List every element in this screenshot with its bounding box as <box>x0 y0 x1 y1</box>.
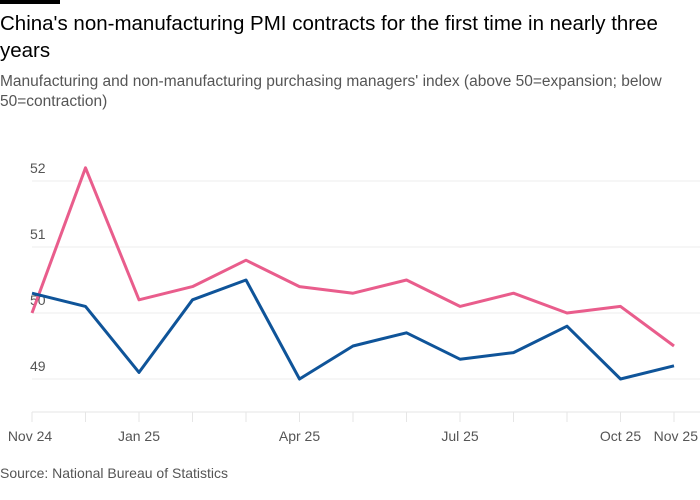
x-tick-label: Jul 25 <box>441 428 479 444</box>
y-tick-label: 51 <box>30 226 46 242</box>
x-tick-label: Nov 24 <box>8 428 53 444</box>
chart-title: China's non-manufacturing PMI contracts … <box>0 12 658 62</box>
series-line-manufacturing <box>31 278 675 381</box>
y-tick-label: 52 <box>30 160 46 176</box>
brand-bar <box>0 0 60 4</box>
x-tick-label: Oct 25 <box>600 428 641 444</box>
source-note: Source: National Bureau of Statistics <box>0 465 229 481</box>
x-tick-label: Apr 25 <box>279 428 320 444</box>
y-tick-label: 49 <box>30 358 46 374</box>
chart-subtitle: Manufacturing and non-manufacturing purc… <box>0 73 662 110</box>
series-line-non-manufacturing <box>30 166 675 348</box>
x-tick-label: Nov 25 <box>654 428 699 444</box>
x-tick-label: Jan 25 <box>118 428 160 444</box>
